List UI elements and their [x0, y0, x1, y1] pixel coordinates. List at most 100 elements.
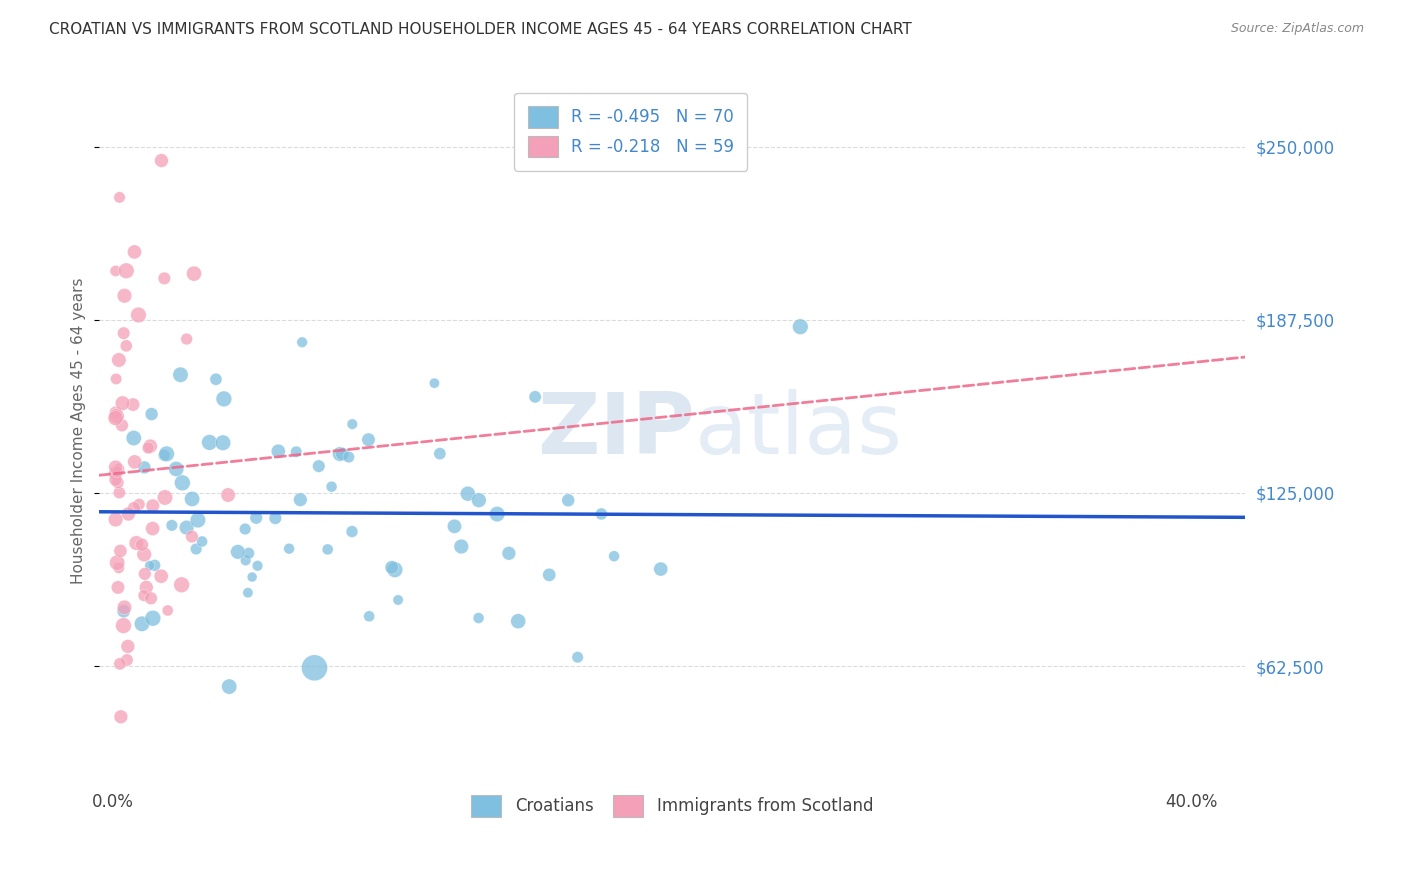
Point: [128, 497, 150, 511]
Y-axis label: Householder Income Ages 45 - 64 years: Householder Income Ages 45 - 64 years: [72, 277, 86, 584]
Point: [108, 190, 131, 204]
Point: [108, 485, 131, 500]
Point: [122, 431, 145, 445]
Point: [329, 447, 352, 461]
Point: [131, 616, 153, 631]
Point: [104, 264, 127, 278]
Point: [330, 447, 353, 461]
Text: ZIP: ZIP: [537, 389, 695, 472]
Point: [142, 522, 165, 536]
Point: [117, 640, 139, 654]
Point: [150, 153, 173, 168]
Point: [115, 339, 138, 353]
Point: [153, 491, 176, 505]
Point: [538, 567, 561, 582]
Point: [122, 500, 145, 515]
Point: [112, 326, 135, 340]
Point: [316, 542, 339, 557]
Point: [246, 558, 269, 573]
Point: [104, 467, 127, 481]
Point: [117, 507, 139, 521]
Point: [107, 581, 129, 595]
Point: [142, 611, 165, 625]
Point: [135, 581, 157, 595]
Point: [486, 507, 509, 521]
Point: [115, 653, 138, 667]
Point: [112, 618, 135, 632]
Point: [450, 540, 472, 554]
Point: [176, 332, 198, 346]
Point: [337, 450, 360, 464]
Point: [108, 561, 131, 575]
Point: [267, 444, 290, 458]
Point: [236, 585, 259, 599]
Point: [127, 308, 149, 322]
Point: [429, 447, 451, 461]
Point: [235, 553, 257, 567]
Point: [124, 455, 146, 469]
Point: [131, 538, 153, 552]
Point: [187, 513, 209, 527]
Point: [125, 536, 148, 550]
Point: [567, 650, 589, 665]
Point: [359, 609, 381, 624]
Text: Source: ZipAtlas.com: Source: ZipAtlas.com: [1230, 22, 1364, 36]
Point: [132, 589, 155, 603]
Point: [160, 518, 183, 533]
Point: [291, 335, 314, 350]
Point: [304, 661, 326, 675]
Point: [112, 600, 135, 615]
Point: [124, 244, 146, 259]
Point: [387, 593, 409, 607]
Point: [150, 569, 173, 583]
Point: [111, 396, 134, 410]
Point: [384, 563, 406, 577]
Text: atlas: atlas: [695, 389, 903, 472]
Point: [104, 473, 127, 487]
Point: [381, 560, 404, 574]
Point: [108, 657, 131, 671]
Point: [181, 530, 204, 544]
Point: [212, 392, 235, 406]
Point: [650, 562, 672, 576]
Point: [112, 604, 135, 618]
Point: [105, 409, 128, 424]
Point: [357, 433, 380, 447]
Point: [165, 462, 187, 476]
Point: [423, 376, 446, 391]
Point: [591, 507, 613, 521]
Point: [105, 372, 128, 386]
Point: [240, 570, 263, 584]
Point: [142, 499, 165, 513]
Point: [191, 534, 214, 549]
Point: [108, 462, 131, 476]
Point: [134, 566, 156, 581]
Point: [136, 441, 159, 455]
Legend: Croatians, Immigrants from Scotland: Croatians, Immigrants from Scotland: [463, 787, 882, 825]
Point: [238, 546, 260, 560]
Point: [308, 459, 330, 474]
Point: [457, 486, 479, 500]
Point: [186, 541, 208, 556]
Point: [468, 493, 491, 508]
Point: [143, 558, 166, 573]
Point: [226, 545, 249, 559]
Point: [108, 353, 131, 368]
Point: [104, 460, 127, 475]
Point: [603, 549, 626, 564]
Point: [153, 271, 176, 285]
Point: [205, 372, 228, 386]
Point: [156, 447, 179, 461]
Point: [245, 510, 267, 524]
Point: [183, 267, 205, 281]
Point: [524, 390, 547, 404]
Point: [104, 512, 127, 526]
Point: [111, 418, 134, 433]
Point: [139, 558, 162, 573]
Point: [105, 556, 128, 570]
Point: [212, 435, 235, 450]
Point: [340, 524, 363, 539]
Point: [105, 465, 128, 479]
Point: [321, 480, 343, 494]
Point: [264, 511, 287, 525]
